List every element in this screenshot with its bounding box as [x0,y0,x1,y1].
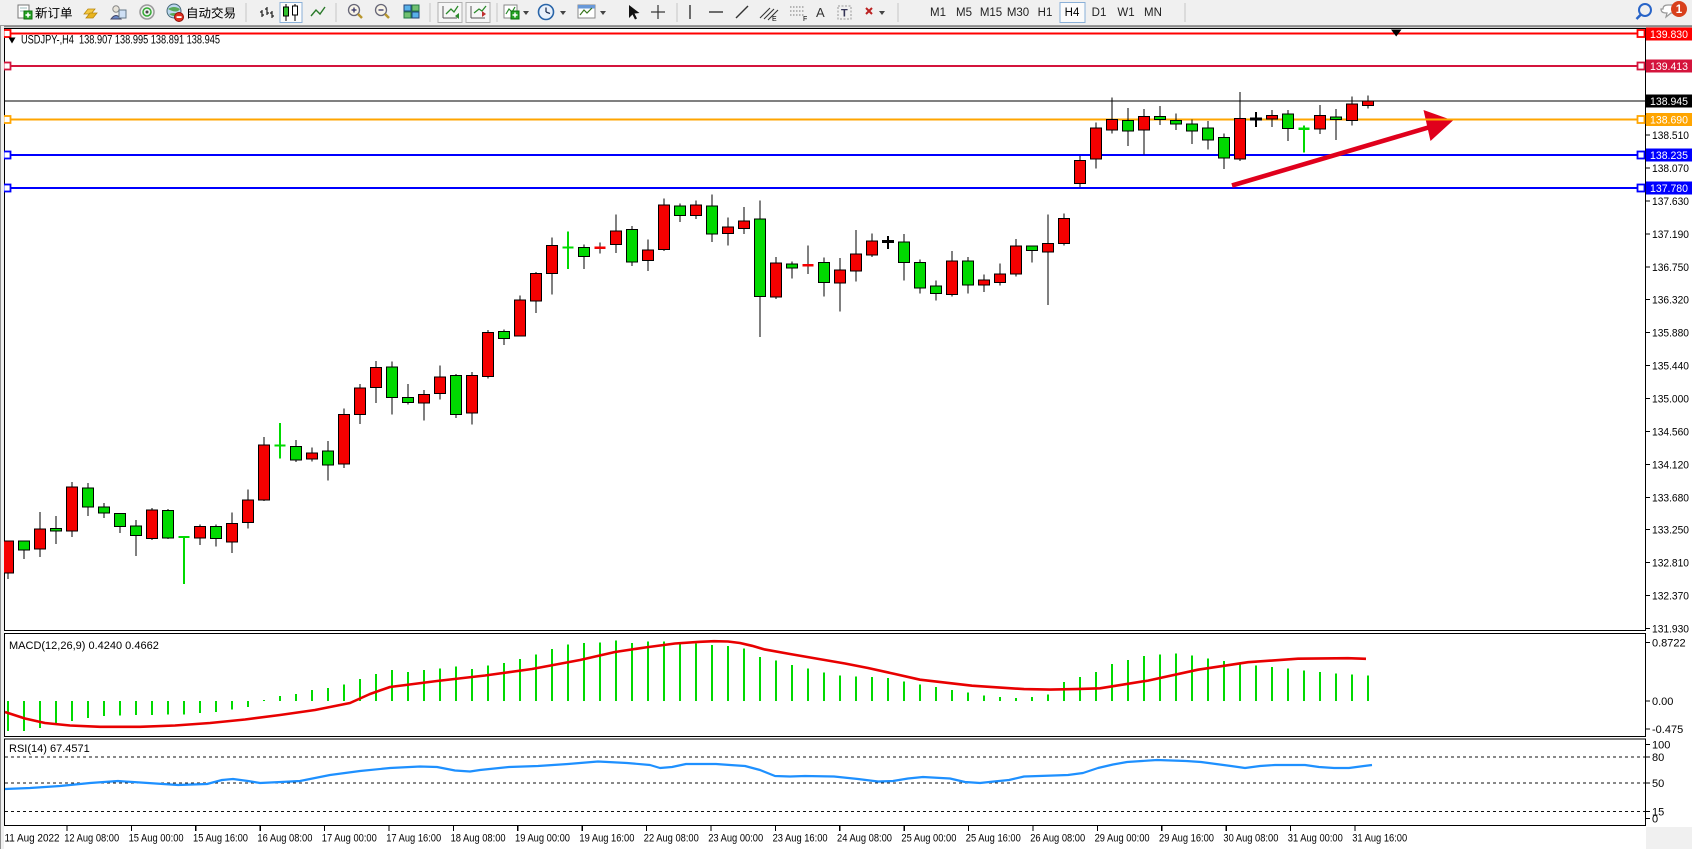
svg-text:M5: M5 [956,7,972,19]
svg-text:USDJPY-,H4 138.907 138.995 13: USDJPY-,H4 138.907 138.995 138.891 138.9… [21,35,220,47]
svg-text:E: E [772,16,777,23]
svg-text:H1: H1 [1038,7,1053,19]
svg-text:0.00: 0.00 [1652,696,1673,708]
svg-text:1: 1 [1676,4,1683,16]
svg-text:132.810: 132.810 [1652,558,1689,570]
svg-text:23 Aug 00:00: 23 Aug 00:00 [708,833,763,845]
svg-text:15 Aug 16:00: 15 Aug 16:00 [193,833,248,845]
svg-text:M30: M30 [1007,7,1029,19]
svg-text:138.235: 138.235 [1650,150,1688,162]
svg-text:137.780: 137.780 [1650,183,1688,195]
svg-text:11 Aug 2022: 11 Aug 2022 [5,833,60,845]
svg-text:132.370: 132.370 [1652,591,1689,603]
svg-text:25 Aug 00:00: 25 Aug 00:00 [901,833,956,845]
svg-text:18 Aug 08:00: 18 Aug 08:00 [451,833,506,845]
svg-text:M1: M1 [930,7,946,19]
svg-text:19 Aug 16:00: 19 Aug 16:00 [579,833,634,845]
svg-text:MN: MN [1144,7,1162,19]
svg-text:24 Aug 08:00: 24 Aug 08:00 [837,833,892,845]
svg-text:16 Aug 08:00: 16 Aug 08:00 [257,833,312,845]
svg-text:15 Aug 00:00: 15 Aug 00:00 [129,833,184,845]
svg-text:30 Aug 08:00: 30 Aug 08:00 [1223,833,1278,845]
svg-text:50: 50 [1652,778,1664,790]
svg-text:135.000: 135.000 [1652,394,1689,406]
svg-text:138.070: 138.070 [1652,163,1689,175]
svg-text:0.8722: 0.8722 [1652,638,1686,650]
svg-text:22 Aug 08:00: 22 Aug 08:00 [644,833,699,845]
svg-text:H4: H4 [1065,7,1080,19]
svg-text:19 Aug 00:00: 19 Aug 00:00 [515,833,570,845]
svg-text:26 Aug 08:00: 26 Aug 08:00 [1030,833,1085,845]
svg-text:138.510: 138.510 [1652,130,1689,142]
svg-text:134.560: 134.560 [1652,427,1689,439]
svg-text:133.250: 133.250 [1652,525,1689,537]
svg-text:80: 80 [1652,752,1664,764]
svg-text:31 Aug 16:00: 31 Aug 16:00 [1352,833,1407,845]
svg-text:12 Aug 08:00: 12 Aug 08:00 [64,833,119,845]
svg-text:A: A [816,5,825,20]
svg-text:23 Aug 16:00: 23 Aug 16:00 [773,833,828,845]
svg-text:136.320: 136.320 [1652,295,1689,307]
svg-text:RSI(14) 67.4571: RSI(14) 67.4571 [9,743,90,755]
svg-text:-0.475: -0.475 [1652,724,1683,736]
svg-text:138.690: 138.690 [1650,115,1688,127]
svg-text:MACD(12,26,9) 0.4240 0.4662: MACD(12,26,9) 0.4240 0.4662 [9,640,159,652]
svg-text:F: F [803,16,807,23]
svg-text:100: 100 [1652,740,1670,752]
svg-text:138.945: 138.945 [1650,96,1688,108]
svg-text:17 Aug 00:00: 17 Aug 00:00 [322,833,377,845]
svg-text:133.680: 133.680 [1652,493,1689,505]
svg-text:17 Aug 16:00: 17 Aug 16:00 [386,833,441,845]
svg-text:29 Aug 16:00: 29 Aug 16:00 [1159,833,1214,845]
svg-text:15: 15 [1652,807,1664,819]
svg-text:139.413: 139.413 [1650,61,1688,73]
svg-text:135.880: 135.880 [1652,328,1689,340]
svg-text:T: T [841,8,848,20]
svg-text:0: 0 [1652,814,1658,826]
svg-text:29 Aug 00:00: 29 Aug 00:00 [1095,833,1150,845]
svg-text:25 Aug 16:00: 25 Aug 16:00 [966,833,1021,845]
svg-text:137.190: 137.190 [1652,229,1689,241]
svg-text:131.930: 131.930 [1652,624,1689,636]
svg-text:137.630: 137.630 [1652,196,1689,208]
svg-text:D1: D1 [1092,7,1107,19]
svg-text:135.440: 135.440 [1652,361,1689,373]
svg-text:136.750: 136.750 [1652,262,1689,274]
svg-text:31 Aug 00:00: 31 Aug 00:00 [1288,833,1343,845]
svg-text:M15: M15 [980,7,1002,19]
svg-text:139.830: 139.830 [1650,29,1688,41]
svg-text:W1: W1 [1117,7,1134,19]
svg-text:134.120: 134.120 [1652,460,1689,472]
